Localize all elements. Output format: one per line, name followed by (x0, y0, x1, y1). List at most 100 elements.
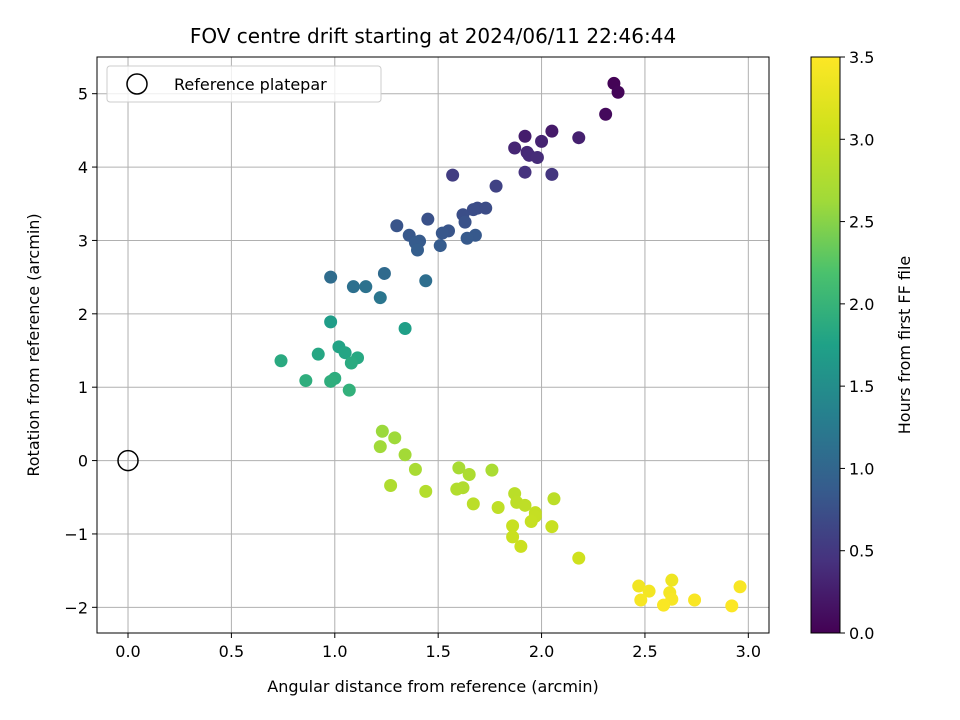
data-point (545, 520, 559, 534)
data-point (342, 383, 356, 397)
legend-marker-open-circle (126, 73, 148, 95)
reference-point (117, 449, 139, 472)
data-point (485, 463, 499, 477)
data-point (460, 231, 474, 245)
colorbar-tick-label: 0.0 (849, 624, 874, 643)
data-point (324, 315, 338, 329)
data-point (733, 580, 747, 594)
colorbar-tick-label: 3.0 (849, 130, 874, 149)
colorbar-label: Hours from first FF file (895, 256, 914, 435)
legend-box (106, 65, 382, 103)
data-point (491, 501, 505, 515)
colorbar-tick-label: 3.5 (849, 48, 874, 67)
data-point (642, 584, 656, 598)
data-point (462, 468, 476, 482)
colorbar-tick-label: 2.0 (849, 295, 874, 314)
grid-lines (97, 57, 769, 633)
data-point (398, 448, 412, 462)
data-point (535, 134, 549, 148)
data-point (435, 226, 449, 240)
y-axis-label: Rotation from reference (arcmin) (24, 213, 43, 476)
x-tick-label: 3.0 (736, 642, 761, 661)
y-tick-label: 5 (78, 85, 88, 104)
data-point (324, 374, 338, 388)
data-point (359, 280, 373, 294)
data-point (311, 347, 325, 361)
data-point (599, 107, 613, 121)
data-point (419, 274, 433, 288)
data-point (398, 321, 412, 335)
y-tick-label: 2 (78, 305, 88, 324)
data-point (688, 593, 702, 607)
data-point (346, 280, 360, 294)
colorbar-tick-label: 1.5 (849, 377, 874, 396)
data-point (545, 167, 559, 181)
data-point (433, 239, 447, 253)
data-point (410, 243, 424, 257)
data-point (446, 168, 460, 182)
y-axis-ticks: −2 −1 0 1 2 3 4 5 (64, 85, 97, 617)
data-point (725, 599, 739, 613)
legend: Reference platepar (106, 65, 382, 103)
x-tick-label: 1.0 (322, 642, 347, 661)
data-point (479, 201, 493, 215)
data-point (388, 431, 402, 445)
data-point (572, 131, 586, 145)
data-point (665, 573, 679, 587)
data-point (408, 462, 422, 476)
data-point (384, 479, 398, 493)
colorbar-tick-label: 0.5 (849, 542, 874, 561)
colorbar-tick-label: 2.5 (849, 213, 874, 232)
data-point (299, 374, 313, 388)
legend-entry-reference-platepar: Reference platepar (174, 75, 327, 94)
data-point (524, 514, 538, 528)
data-point (572, 551, 586, 565)
data-point (338, 346, 352, 360)
data-point (421, 212, 435, 226)
data-point (489, 179, 503, 193)
x-tick-label: 1.5 (425, 642, 450, 661)
data-point (657, 598, 671, 612)
x-tick-label: 2.5 (632, 642, 657, 661)
data-point (518, 165, 532, 179)
data-point (632, 579, 646, 593)
data-point (452, 461, 466, 475)
data-point (344, 356, 358, 370)
x-tick-label: 2.0 (529, 642, 554, 661)
data-point (375, 424, 389, 438)
y-tick-label: −1 (64, 525, 88, 544)
x-axis-label: Angular distance from reference (arcmin) (267, 677, 598, 696)
y-tick-label: −2 (64, 598, 88, 617)
x-axis-ticks: 0.0 0.5 1.0 1.5 2.0 2.5 3.0 (115, 633, 761, 661)
data-point (634, 593, 648, 607)
data-point (530, 151, 544, 165)
data-point (611, 85, 625, 99)
data-point (377, 266, 391, 280)
data-point (506, 519, 520, 533)
data-point (466, 497, 480, 511)
colorbar: 0.0 0.5 1.0 1.5 2.0 2.5 3.0 3.5 Hours from firs… (810, 48, 914, 643)
data-points (274, 76, 747, 613)
y-tick-label: 1 (78, 378, 88, 397)
y-tick-label: 4 (78, 158, 88, 177)
x-tick-label: 0.0 (115, 642, 140, 661)
x-tick-label: 0.5 (219, 642, 244, 661)
colorbar-tick-label: 1.0 (849, 459, 874, 478)
data-point (547, 492, 561, 506)
data-point (458, 215, 472, 229)
chart-title: FOV centre drift starting at 2024/06/11 … (190, 24, 676, 48)
data-point (506, 530, 520, 544)
data-point (274, 354, 288, 368)
data-point (518, 129, 532, 143)
data-point (390, 219, 404, 233)
data-point (450, 482, 464, 496)
data-point (373, 291, 387, 305)
data-point (545, 124, 559, 138)
y-tick-label: 3 (78, 231, 88, 250)
data-point (508, 141, 522, 155)
colorbar-ticks: 0.0 0.5 1.0 1.5 2.0 2.5 3.0 3.5 (840, 48, 874, 643)
data-point (518, 498, 532, 512)
y-tick-label: 0 (78, 452, 88, 471)
data-point (324, 270, 338, 284)
